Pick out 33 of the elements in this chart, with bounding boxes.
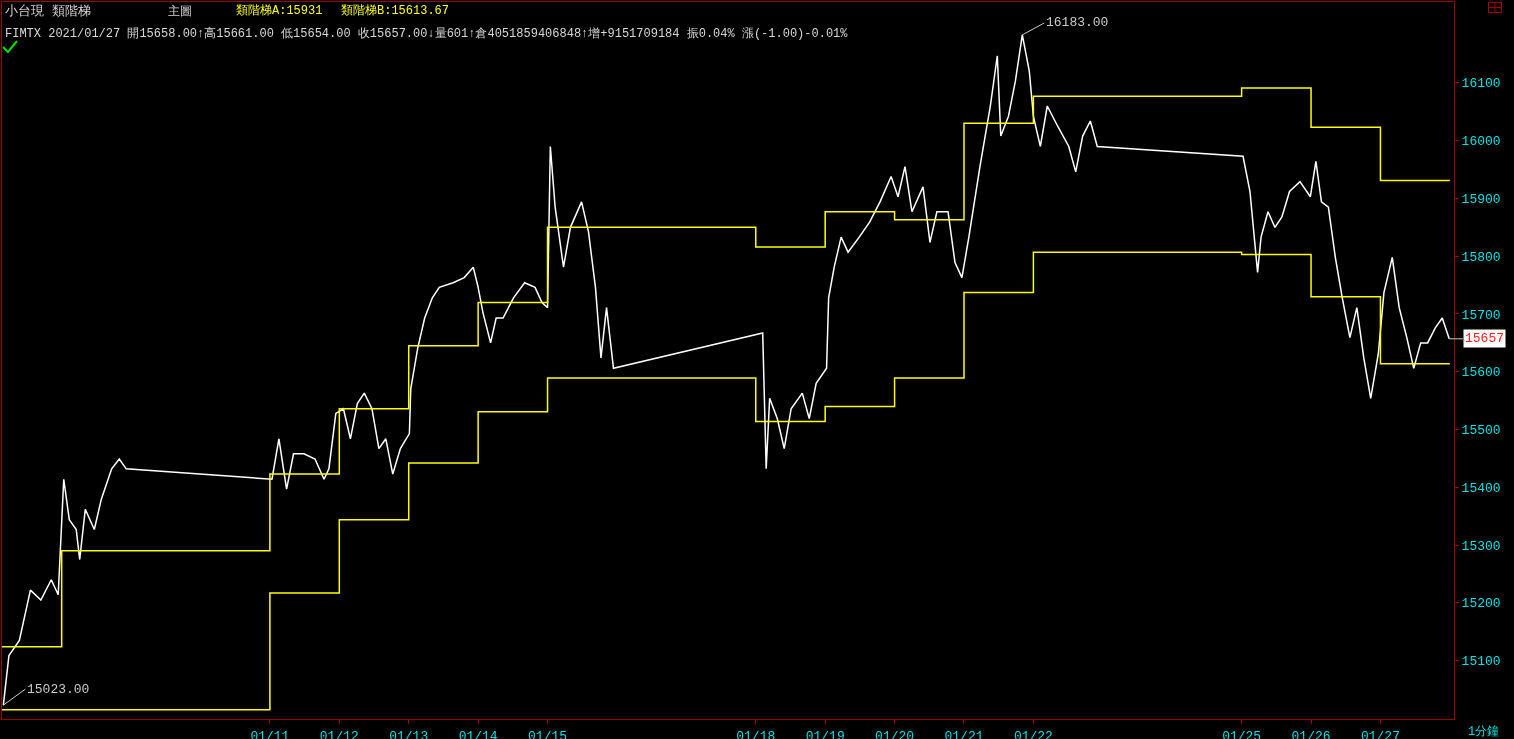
annotation: 類階梯B:15613.67	[341, 4, 450, 18]
y-tick-label: 15400	[1461, 480, 1501, 496]
x-tick-label: 01/14	[458, 728, 498, 739]
y-tick-label: 15100	[1461, 654, 1501, 670]
y-tick-label: 15600	[1461, 365, 1501, 381]
text: 1分鐘	[1468, 725, 1500, 739]
y-tick-label: 15800	[1461, 249, 1501, 265]
annotation: 主圖	[168, 4, 192, 19]
x-tick-label: 01/15	[528, 728, 568, 739]
x-tick-label: 01/20	[875, 728, 915, 739]
annotation: 16183.00	[1046, 15, 1109, 30]
y-tick-label: 15900	[1461, 191, 1501, 207]
y-tick-label: 15300	[1461, 538, 1501, 554]
chart-title: 小台現 類階梯	[5, 4, 91, 19]
x-tick-label: 01/22	[1013, 728, 1053, 739]
x-tick-label: 01/25	[1222, 728, 1262, 739]
y-tick-label: 16000	[1461, 134, 1501, 150]
x-tick-label: 01/12	[319, 728, 359, 739]
x-tick-label: 01/11	[250, 728, 290, 739]
annotation: 15657	[1465, 331, 1505, 346]
x-tick-label: 01/13	[389, 728, 429, 739]
x-tick-label: 01/26	[1291, 728, 1331, 739]
y-tick-label: 15200	[1461, 596, 1501, 612]
x-tick-label: 01/21	[944, 728, 984, 739]
annotation: 類階梯A:15931	[236, 4, 323, 18]
x-tick-label: 01/19	[805, 728, 845, 739]
x-tick-label: 01/27	[1360, 728, 1400, 739]
y-tick-label: 16100	[1461, 76, 1501, 92]
y-tick-label: 15500	[1461, 423, 1501, 439]
x-tick-label: 01/18	[736, 728, 776, 739]
annotation: FIMTX 2021/01/27 開15658.00↑高15661.00 低15654.00 收15657.00↓量601↑倉4051859406848↑增+9151709184 振0.04% 漲(-1.00)-0.01%	[5, 26, 849, 41]
y-tick-label: 15700	[1461, 307, 1501, 323]
annotation: 15023.00	[27, 682, 90, 697]
